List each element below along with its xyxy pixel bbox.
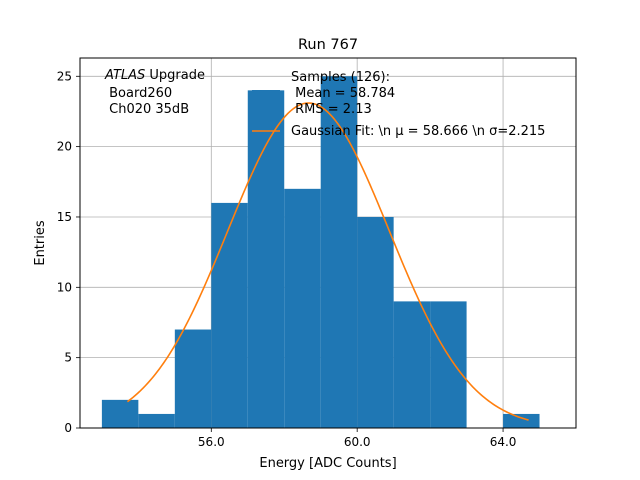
gaussian-fit-curve [126, 102, 529, 421]
x-tick-label: 60.0 [344, 435, 371, 449]
legend-bar-swatch [252, 90, 280, 100]
y-axis-ticks: 0 5 10 15 20 25 [57, 69, 80, 435]
y-tick-label: 0 [64, 421, 72, 435]
gaussian-fit [126, 102, 529, 421]
histogram-bar [357, 216, 394, 428]
y-tick-label: 15 [57, 210, 72, 224]
histogram-bar [320, 76, 358, 428]
y-tick-label: 5 [64, 351, 72, 365]
info-annotation: ATLAS Upgrade Board260 Ch020 35dB [104, 68, 205, 117]
legend: Samples (126): Mean = 58.784 RMS = 2.13 … [252, 70, 545, 139]
x-tick-label: 56.0 [198, 435, 225, 449]
legend-samples-line-3: RMS = 2.13 [291, 102, 372, 117]
histogram-bar [211, 202, 248, 428]
annotation-line-2: Board260 [105, 86, 172, 101]
annotation-atlas: ATLAS [104, 68, 145, 83]
annotation-line-3: Ch020 35dB [105, 102, 189, 117]
chart-title: Run 767 [298, 37, 358, 53]
y-axis-label: Entries [33, 220, 48, 266]
x-axis-label: Energy [ADC Counts] [259, 456, 396, 471]
plot-frame [79, 57, 577, 429]
histogram-bar [393, 301, 431, 428]
annotation-line-1: ATLAS Upgrade [104, 68, 205, 83]
x-axis-ticks: 56.0 60.0 64.0 [198, 428, 516, 449]
histogram-bar [430, 301, 467, 428]
histogram-bar [101, 399, 139, 428]
y-tick-label: 10 [57, 280, 72, 294]
y-tick-label: 25 [57, 69, 72, 83]
histogram-bar [247, 90, 285, 428]
legend-fit-label: Gaussian Fit: \n μ = 58.666 \n σ=2.215 [291, 124, 545, 139]
legend-samples-line-2: Mean = 58.784 [291, 86, 395, 101]
histogram-bar [174, 329, 212, 428]
histogram-bar [138, 413, 175, 428]
legend-samples-line-1: Samples (126): [291, 70, 390, 85]
x-tick-label: 64.0 [490, 435, 517, 449]
histogram-bar [503, 413, 540, 428]
histogram-bar [284, 188, 321, 428]
y-tick-label: 20 [57, 140, 72, 154]
histogram-bars [101, 76, 540, 428]
